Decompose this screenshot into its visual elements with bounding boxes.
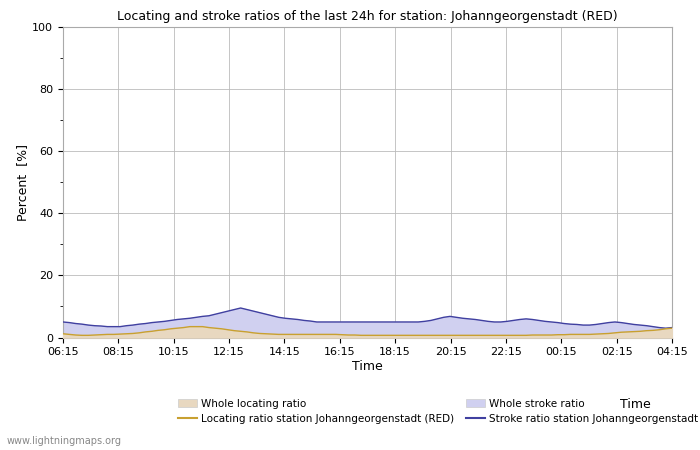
Title: Locating and stroke ratios of the last 24h for station: Johanngeorgenstadt (RED): Locating and stroke ratios of the last 2… [117, 10, 618, 23]
X-axis label: Time: Time [352, 360, 383, 373]
Text: Time: Time [620, 398, 651, 411]
Legend: Whole locating ratio, Locating ratio station Johanngeorgenstadt (RED), Whole str: Whole locating ratio, Locating ratio sta… [178, 399, 700, 424]
Text: www.lightningmaps.org: www.lightningmaps.org [7, 436, 122, 446]
Y-axis label: Percent  [%]: Percent [%] [17, 144, 29, 221]
